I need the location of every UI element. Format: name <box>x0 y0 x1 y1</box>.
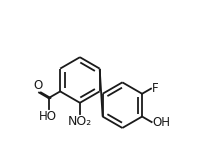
Text: HO: HO <box>39 110 56 123</box>
Text: O: O <box>34 79 43 92</box>
Text: OH: OH <box>152 116 170 128</box>
Text: F: F <box>151 82 158 95</box>
Text: NO₂: NO₂ <box>67 115 92 128</box>
